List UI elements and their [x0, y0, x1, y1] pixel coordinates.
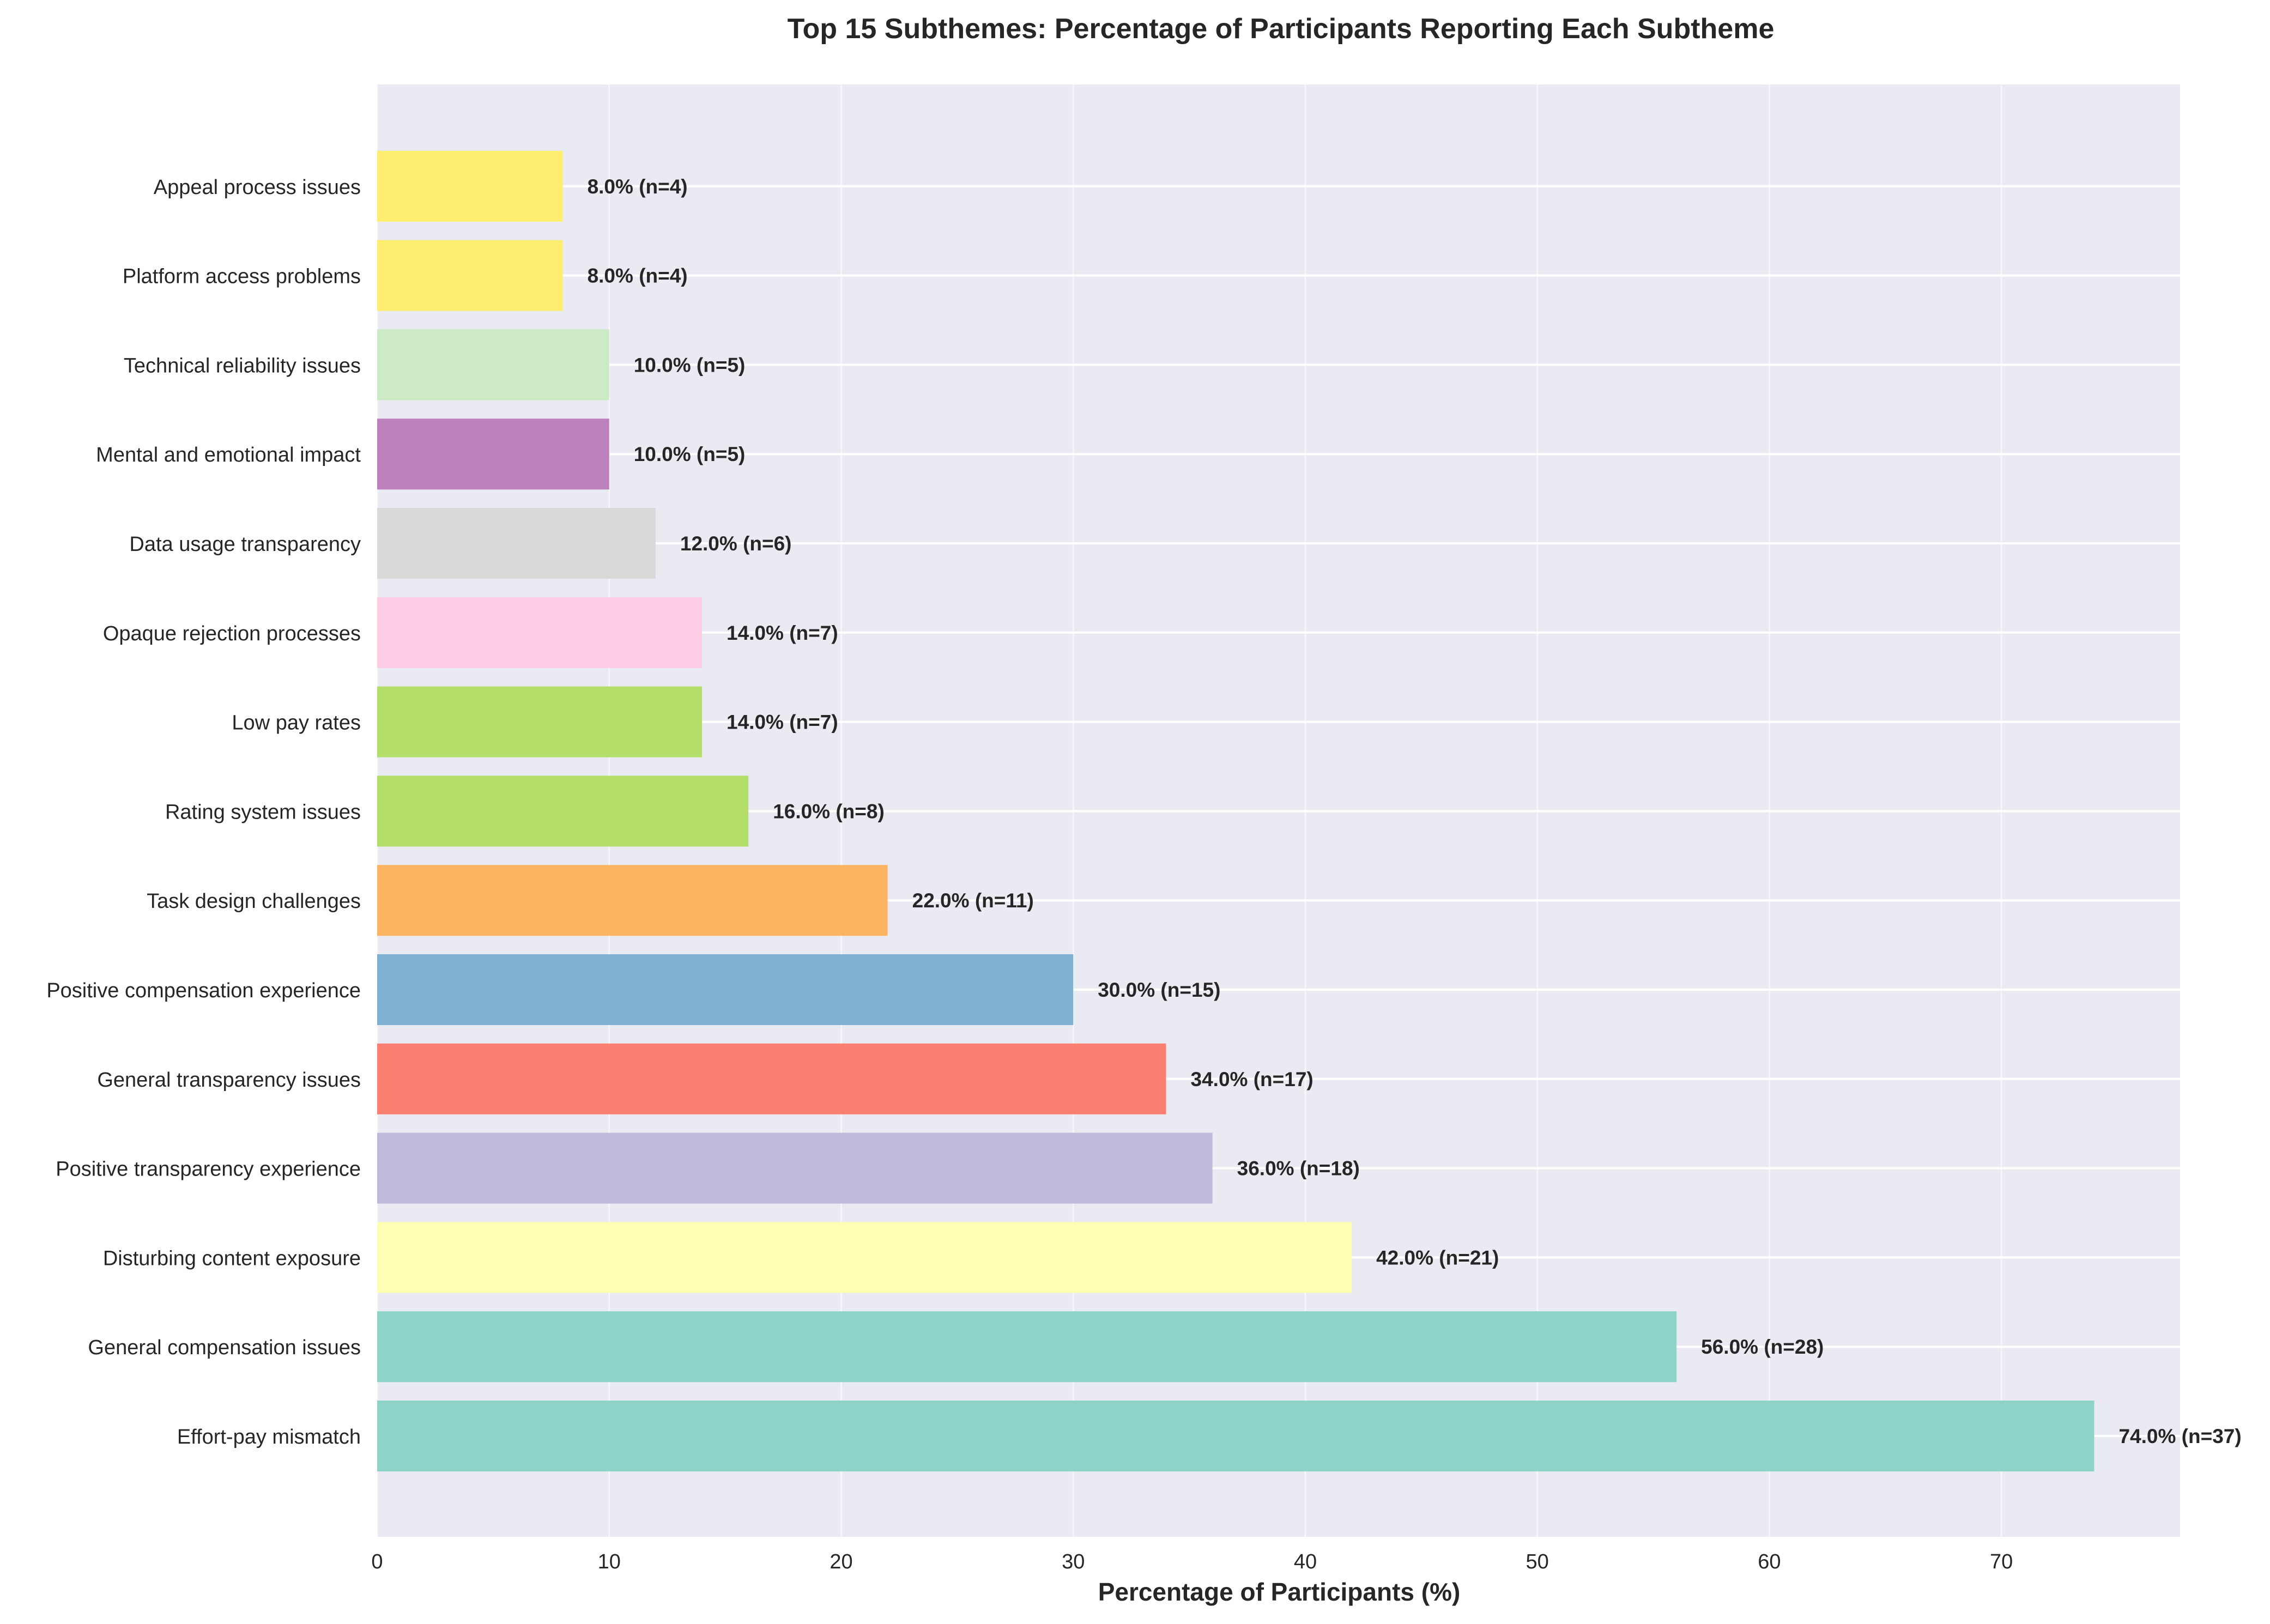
bar [377, 1401, 2095, 1471]
x-tick-label: 10 [598, 1550, 621, 1573]
bar-value-label: 10.0% (n=5) [634, 354, 746, 376]
bar [377, 508, 656, 579]
bar-value-label: 36.0% (n=18) [1237, 1158, 1360, 1180]
bar [377, 1222, 1352, 1293]
bar [377, 775, 749, 847]
x-tick-label: 50 [1526, 1550, 1549, 1573]
bar [377, 865, 888, 936]
x-tick-label: 60 [1758, 1550, 1781, 1573]
y-tick-label: Rating system issues [165, 801, 361, 823]
x-axis-ticks: 0 10 20 30 40 50 60 70 [371, 1550, 2013, 1573]
y-tick-label: Platform access problems [123, 265, 361, 288]
x-axis-label: Percentage of Participants (%) [1098, 1578, 1461, 1606]
x-tick-label: 30 [1062, 1550, 1085, 1573]
bar-value-label: 74.0% (n=37) [2118, 1425, 2241, 1447]
bar-value-label: 14.0% (n=7) [727, 711, 838, 734]
y-tick-label: Technical reliability issues [124, 354, 361, 377]
y-tick-label: Positive transparency experience [56, 1158, 361, 1181]
y-tick-label: General compensation issues [88, 1336, 361, 1359]
bar [377, 419, 609, 490]
bar-value-label: 12.0% (n=6) [680, 532, 792, 555]
bars [377, 150, 2095, 1471]
bar [377, 1043, 1166, 1114]
bar [377, 597, 703, 668]
bar-value-label: 56.0% (n=28) [1701, 1336, 1824, 1358]
bar-value-label: 8.0% (n=4) [588, 175, 688, 198]
bar-value-label: 34.0% (n=17) [1191, 1068, 1313, 1090]
bar [377, 1132, 1213, 1204]
bar [377, 954, 1074, 1025]
bar-value-label: 22.0% (n=11) [912, 889, 1034, 912]
x-tick-label: 20 [830, 1550, 852, 1573]
y-tick-label: Data usage transparency [129, 533, 361, 556]
y-tick-label: Positive compensation experience [46, 979, 361, 1002]
x-tick-label: 0 [371, 1550, 383, 1573]
y-tick-label: Effort-pay mismatch [177, 1426, 361, 1449]
x-tick-label: 40 [1294, 1550, 1317, 1573]
bar-value-label: 8.0% (n=4) [588, 265, 688, 287]
bar-value-label: 14.0% (n=7) [727, 622, 838, 644]
bar [377, 240, 563, 311]
bar-value-label: 42.0% (n=21) [1376, 1246, 1499, 1269]
bar [377, 686, 703, 758]
y-tick-label: Appeal process issues [154, 176, 361, 199]
y-tick-label: Low pay rates [232, 712, 361, 735]
y-tick-label: General transparency issues [97, 1069, 361, 1092]
bar [377, 329, 609, 401]
chart-title: Top 15 Subthemes: Percentage of Particip… [788, 13, 1775, 45]
y-tick-label: Opaque rejection processes [103, 622, 361, 645]
y-tick-label: Task design challenges [147, 890, 361, 913]
y-axis-ticks: Effort-pay mismatch General compensation … [46, 176, 361, 1449]
bar-value-label: 10.0% (n=5) [634, 443, 746, 465]
bar [377, 150, 563, 222]
y-tick-label: Disturbing content exposure [103, 1247, 361, 1270]
bar-value-label: 16.0% (n=8) [773, 800, 885, 822]
y-tick-label: Mental and emotional impact [96, 444, 361, 466]
data-labels: 74.0% (n=37) 56.0% (n=28) 42.0% (n=21) 36.0… [588, 175, 2242, 1447]
bar [377, 1311, 1677, 1383]
bar-value-label: 30.0% (n=15) [1098, 979, 1220, 1001]
x-tick-label: 70 [1990, 1550, 2013, 1573]
